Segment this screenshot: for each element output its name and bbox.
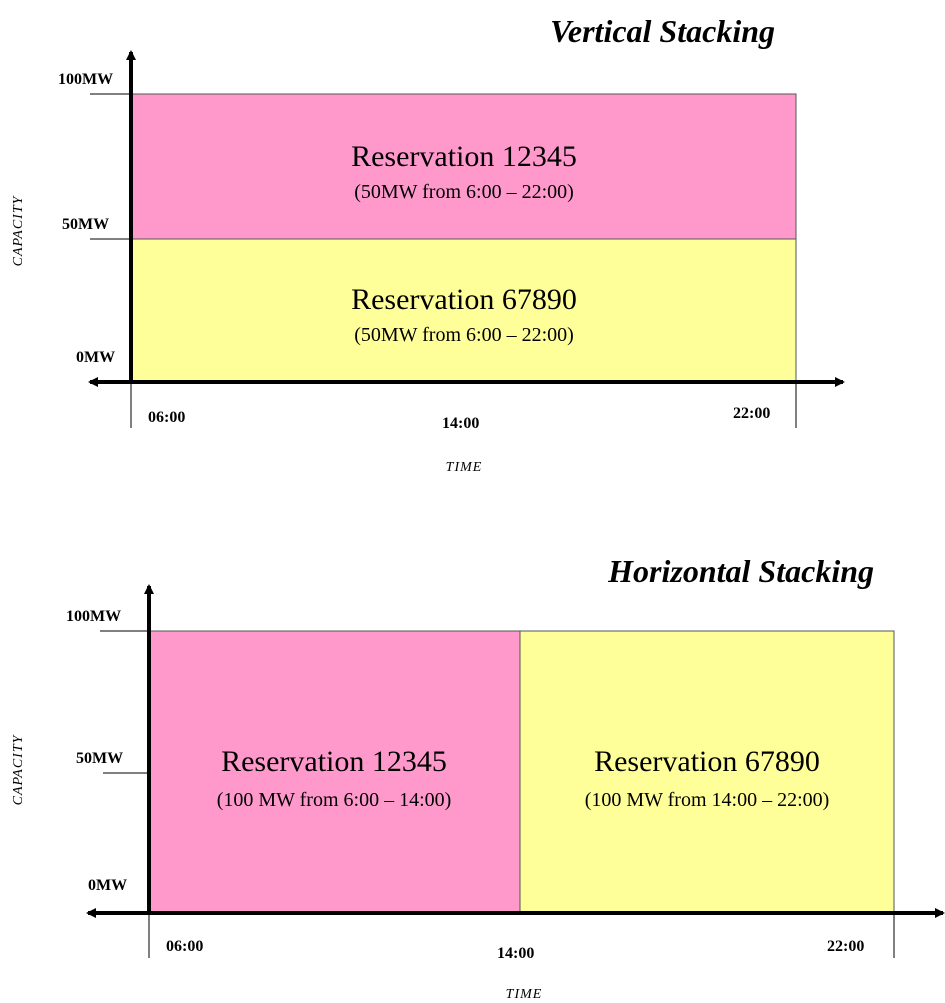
horizontal-xtick-2200: 22:00 xyxy=(827,938,864,955)
vertical-xtick-1400: 14:00 xyxy=(442,415,479,432)
vertical-block-67890-name: Reservation 67890 xyxy=(351,283,577,316)
horizontal-block-12345-detail: (100 MW from 6:00 – 14:00) xyxy=(217,789,452,811)
vertical-xlabel: TIME xyxy=(446,460,483,475)
vertical-xtick-0600: 06:00 xyxy=(148,409,185,426)
horizontal-ytick-0: 0MW xyxy=(88,877,127,894)
vertical-stacking-diagram: Vertical Stacking 100MW 50MW 0MW 06:00 1… xyxy=(11,13,845,475)
horizontal-block-67890 xyxy=(519,630,895,914)
vertical-block-67890 xyxy=(130,238,797,383)
horizontal-title: Horizontal Stacking xyxy=(607,553,874,589)
horizontal-xtick-1400: 14:00 xyxy=(497,945,534,962)
vertical-ytick-0: 0MW xyxy=(76,349,115,366)
horizontal-xtick-0600: 06:00 xyxy=(166,938,203,955)
vertical-ytick-100: 100MW xyxy=(58,71,113,88)
horizontal-ytick-50: 50MW xyxy=(76,750,123,767)
horizontal-block-67890-name: Reservation 67890 xyxy=(594,745,820,778)
horizontal-block-12345-name: Reservation 12345 xyxy=(221,745,447,778)
vertical-ylabel: CAPACITY xyxy=(11,194,26,266)
horizontal-xlabel: TIME xyxy=(506,987,543,1002)
vertical-block-67890-detail: (50MW from 6:00 – 22:00) xyxy=(354,324,574,346)
horizontal-block-67890-detail: (100 MW from 14:00 – 22:00) xyxy=(585,789,830,811)
vertical-block-12345-detail: (50MW from 6:00 – 22:00) xyxy=(354,181,574,203)
vertical-xtick-2200: 22:00 xyxy=(733,405,770,422)
horizontal-ytick-100: 100MW xyxy=(66,608,121,625)
horizontal-stacking-diagram: Horizontal Stacking 100MW 50MW 0MW 06:00… xyxy=(11,553,945,1002)
horizontal-block-12345 xyxy=(148,630,521,914)
horizontal-ylabel: CAPACITY xyxy=(11,733,26,805)
vertical-block-12345-name: Reservation 12345 xyxy=(351,140,577,173)
vertical-block-12345 xyxy=(130,93,797,240)
vertical-ytick-50: 50MW xyxy=(62,216,109,233)
vertical-title: Vertical Stacking xyxy=(550,13,775,49)
